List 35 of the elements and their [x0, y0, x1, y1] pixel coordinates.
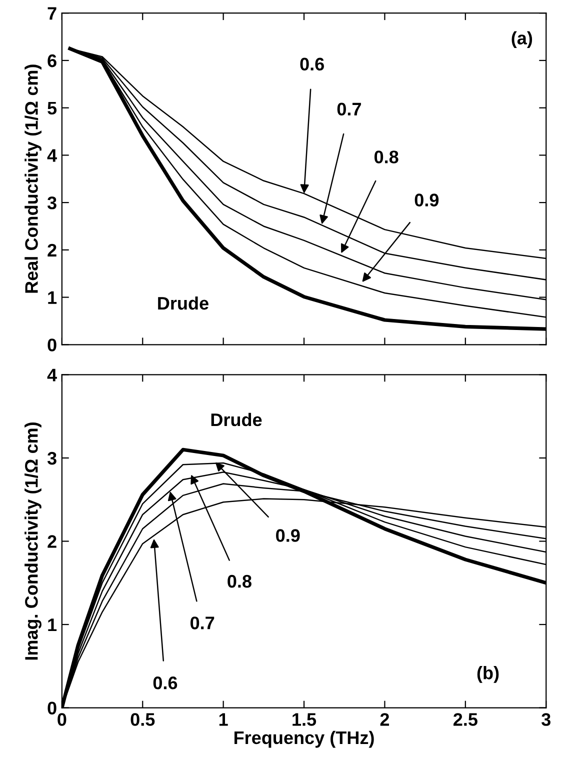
annotation: (b) [477, 666, 499, 683]
annotation: 0.8 [374, 150, 398, 164]
annotation: 0.7 [190, 616, 214, 630]
y-tick-label: 7 [48, 7, 56, 20]
annotation: (a) [512, 31, 532, 48]
annotation: 0.9 [414, 194, 439, 206]
y-tick-label: 6 [48, 54, 56, 68]
y-tick-label: 1 [48, 291, 57, 304]
y-tick-label: 2 [48, 244, 56, 256]
x-tick-label: 0 [58, 713, 66, 726]
annotation: 0.7 [337, 102, 361, 116]
annotation: Drude [158, 296, 208, 310]
y-tick-label: 4 [47, 149, 57, 162]
x-tick-label: 1 [219, 713, 228, 726]
annotation: 0.6 [153, 676, 178, 690]
y-tick-label: 5 [48, 102, 57, 115]
x-tick-label: 0.5 [130, 713, 155, 726]
y-axis-title: Real Conductivity (1/Ω cm) [24, 64, 42, 293]
x-tick-label: 1.5 [292, 713, 316, 726]
y-tick-label: 0 [48, 702, 56, 714]
y-tick-label: 0 [48, 338, 56, 352]
y-tick-label: 1 [48, 618, 57, 632]
x-tick-label: 2 [380, 713, 390, 726]
y-axis-title: Imag. Conductivity (1/Ω cm) [24, 422, 42, 660]
y-tick-label: 3 [47, 196, 56, 210]
x-tick-label: 3 [542, 713, 550, 726]
y-tick-label: 4 [47, 368, 57, 382]
annotation: Drude [211, 412, 262, 426]
annotation: 0.8 [228, 574, 252, 588]
y-tick-label: 3 [47, 452, 56, 465]
y-tick-label: 2 [48, 535, 56, 548]
annotation: 0.6 [300, 58, 324, 71]
annotation: 0.9 [276, 529, 300, 542]
x-axis-title: Frequency (THz) [234, 730, 374, 748]
x-tick-label: 2.5 [453, 713, 478, 726]
